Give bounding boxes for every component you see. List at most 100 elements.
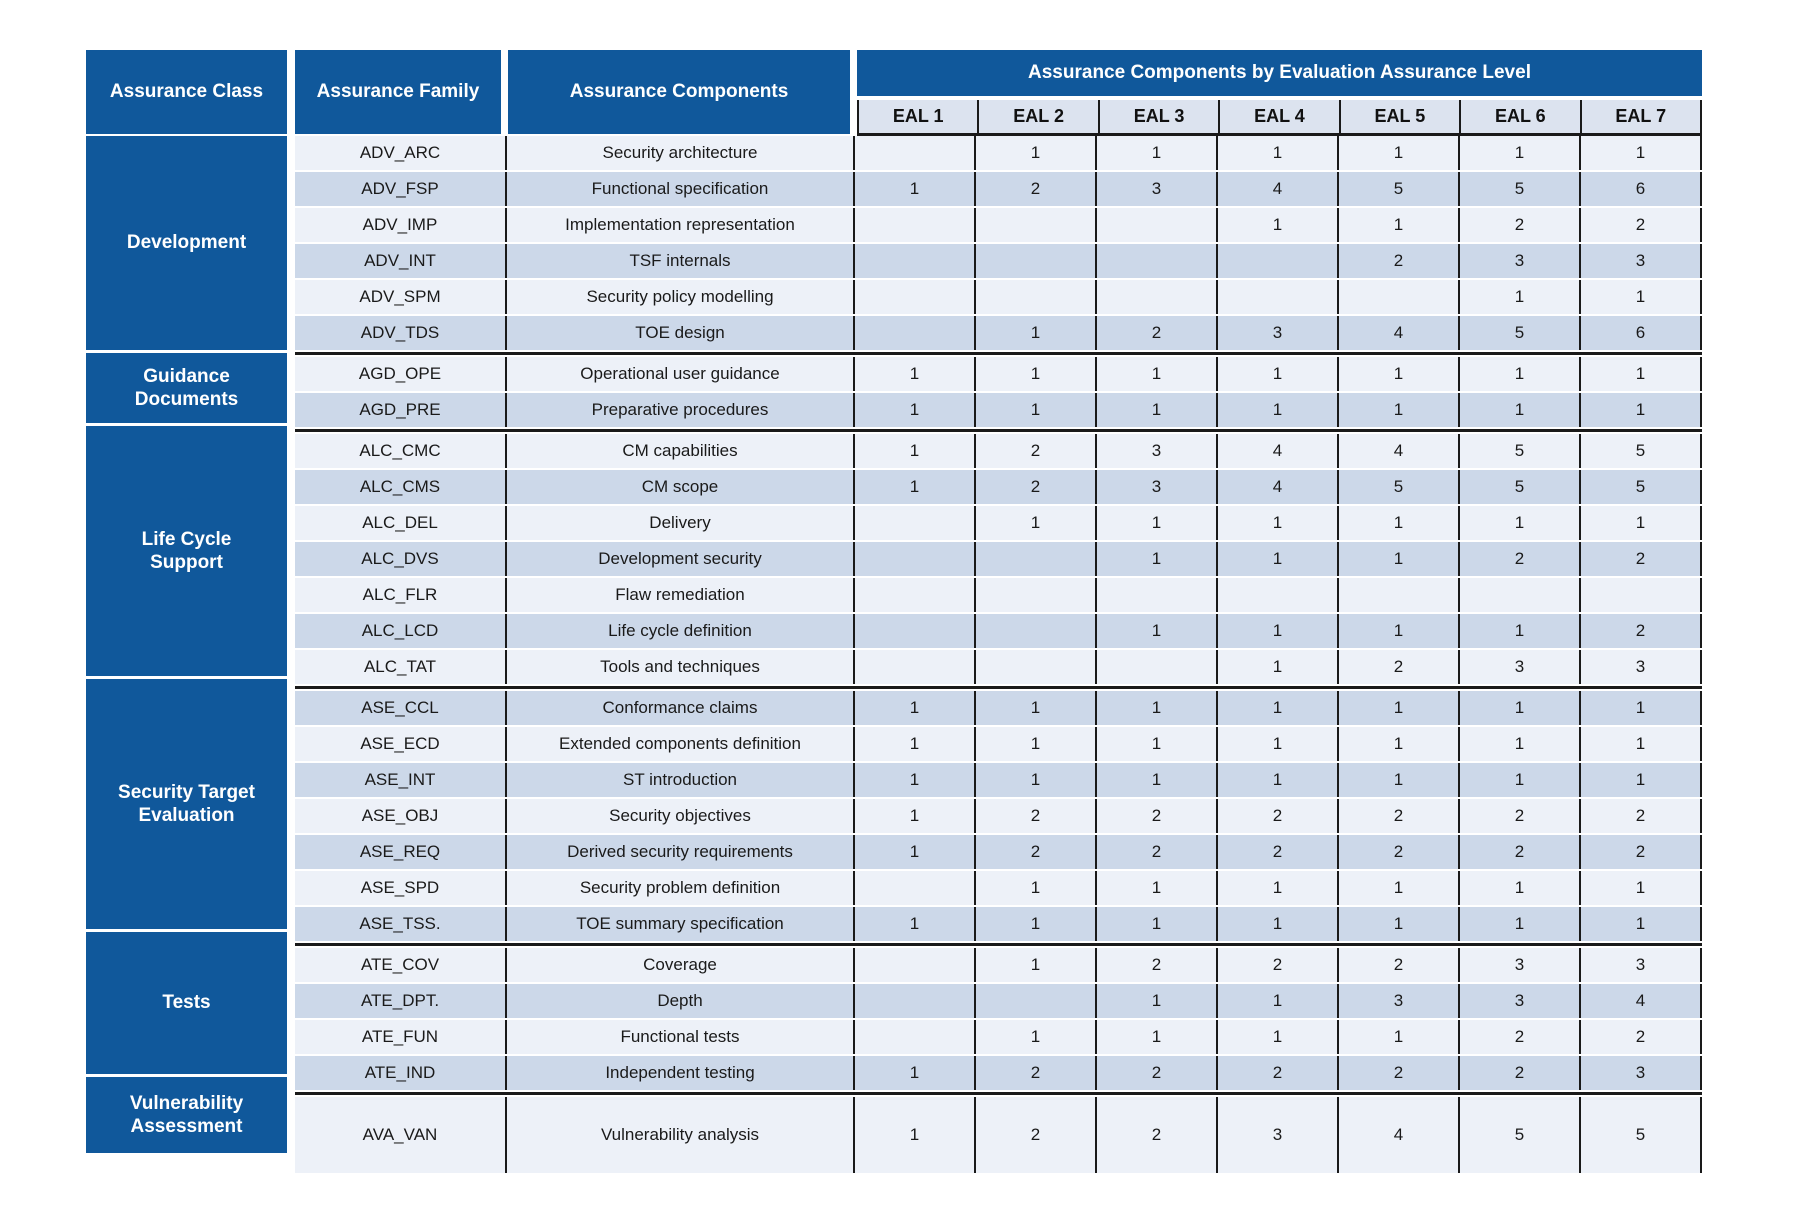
eal-value-cell: 5 [1458, 434, 1579, 468]
eal-value-cell: 4 [1337, 1097, 1458, 1173]
eal-value-cell: 1 [1579, 280, 1702, 314]
eal-value-cell: 1 [1095, 614, 1216, 648]
family-cell: ADV_IMP [295, 208, 505, 242]
family-cell: ASE_CCL [295, 691, 505, 725]
table-row-adv-fsp: ADV_FSP Functional specification 1 2 3 4 5 5 6 [295, 172, 1702, 206]
eal-value-cell: 1 [1095, 357, 1216, 391]
eal-value-cell: 1 [1579, 871, 1702, 905]
component-cell: Conformance claims [505, 691, 853, 725]
table-row-alc-dvs: ALC_DVS Development security 1 1 1 2 2 [295, 542, 1702, 576]
eal-value-cell: 1 [1458, 506, 1579, 540]
eal-value-cell: 2 [1458, 799, 1579, 833]
eal-value-cell: 1 [1095, 984, 1216, 1018]
table-row-alc-tat: ALC_TAT Tools and techniques 1 2 3 3 [295, 650, 1702, 684]
eal-value-cell [1216, 280, 1337, 314]
eal-value-cell: 3 [1216, 1097, 1337, 1173]
component-cell: Delivery [505, 506, 853, 540]
eal-value-cell: 5 [1337, 470, 1458, 504]
eal-value-cell [974, 984, 1095, 1018]
eal-value-cell: 1 [1216, 393, 1337, 427]
component-cell: Development security [505, 542, 853, 576]
eal-value-cell: 2 [1458, 1056, 1579, 1090]
eal-value-cell: 2 [1216, 1056, 1337, 1090]
eal-value-cell: 1 [853, 727, 974, 761]
eal-value-cell [853, 1020, 974, 1054]
table-row-ase-ccl: ASE_CCL Conformance claims 1 1 1 1 1 1 1 [295, 691, 1702, 725]
eal-value-cell: 3 [1337, 984, 1458, 1018]
eal-value-cell: 1 [974, 316, 1095, 350]
eal-value-cell: 1 [1579, 136, 1702, 170]
eal-value-cell: 1 [1458, 763, 1579, 797]
eal-value-cell [853, 578, 974, 612]
component-cell: Preparative procedures [505, 393, 853, 427]
table-row-ase-int: ASE_INT ST introduction 1 1 1 1 1 1 1 [295, 763, 1702, 797]
eal-value-cell: 1 [1337, 208, 1458, 242]
table-row-ase-ecd: ASE_ECD Extended components definition 1 1 1… [295, 727, 1702, 761]
eal-level-label: EAL 7 [1579, 100, 1702, 133]
eal-value-cell: 1 [853, 357, 974, 391]
eal-value-cell: 1 [1216, 907, 1337, 941]
eal-value-cell [974, 542, 1095, 576]
eal-value-cell: 6 [1579, 316, 1702, 350]
family-cell: ATE_FUN [295, 1020, 505, 1054]
eal-value-cell: 2 [1458, 542, 1579, 576]
eal-value-cell: 1 [853, 907, 974, 941]
family-cell: ATE_COV [295, 948, 505, 982]
eal-value-cell: 5 [1458, 1097, 1579, 1173]
table-row-ase-spd: ASE_SPD Security problem definition 1 1 1 1 1 1 [295, 871, 1702, 905]
family-cell: ASE_REQ [295, 835, 505, 869]
eal-value-cell: 1 [1337, 614, 1458, 648]
table-row-ate-ind: ATE_IND Independent testing 1 2 2 2 2 2 3 [295, 1056, 1702, 1090]
eal-value-cell: 5 [1458, 470, 1579, 504]
component-cell: Security objectives [505, 799, 853, 833]
eal-value-cell: 3 [1458, 650, 1579, 684]
family-cell: ADV_ARC [295, 136, 505, 170]
eal-value-cell [853, 316, 974, 350]
eal-level-label: EAL 1 [857, 100, 978, 133]
eal-value-cell: 3 [1458, 948, 1579, 982]
eal-value-cell [853, 984, 974, 1018]
eal-value-cell: 1 [1579, 763, 1702, 797]
family-cell: ASE_SPD [295, 871, 505, 905]
eal-value-cell [1337, 280, 1458, 314]
eal-level-label: EAL 6 [1459, 100, 1580, 133]
eal-value-cell: 1 [974, 136, 1095, 170]
eal-value-cell: 1 [974, 763, 1095, 797]
eal-value-cell: 5 [1458, 316, 1579, 350]
eal-value-cell: 4 [1337, 434, 1458, 468]
eal-value-cell [974, 244, 1095, 278]
component-cell: Functional tests [505, 1020, 853, 1054]
eal-value-cell: 2 [1579, 614, 1702, 648]
eal-value-cell: 6 [1579, 172, 1702, 206]
family-cell: ALC_CMS [295, 470, 505, 504]
table-row-alc-del: ALC_DEL Delivery 1 1 1 1 1 1 [295, 506, 1702, 540]
class-cell-guidance-documents: Guidance Documents [86, 353, 287, 423]
eal-value-cell: 2 [1095, 948, 1216, 982]
eal-value-cell: 1 [1095, 763, 1216, 797]
eal-value-cell: 1 [1216, 763, 1337, 797]
eal-value-cell: 5 [1458, 172, 1579, 206]
eal-value-cell [853, 871, 974, 905]
family-cell: ALC_DEL [295, 506, 505, 540]
eal-value-cell: 1 [974, 393, 1095, 427]
eal-value-cell: 4 [1216, 470, 1337, 504]
eal-value-cell: 4 [1216, 172, 1337, 206]
eal-value-cell: 1 [1216, 871, 1337, 905]
eal-value-cell: 2 [1216, 948, 1337, 982]
component-cell: Coverage [505, 948, 853, 982]
eal-value-cell: 1 [1337, 727, 1458, 761]
family-cell: ADV_FSP [295, 172, 505, 206]
eal-level-label: EAL 5 [1338, 100, 1460, 133]
eal-value-cell: 1 [1458, 727, 1579, 761]
eal-value-cell [1095, 650, 1216, 684]
eal-value-cell: 3 [1458, 984, 1579, 1018]
eal-value-cell [1337, 578, 1458, 612]
